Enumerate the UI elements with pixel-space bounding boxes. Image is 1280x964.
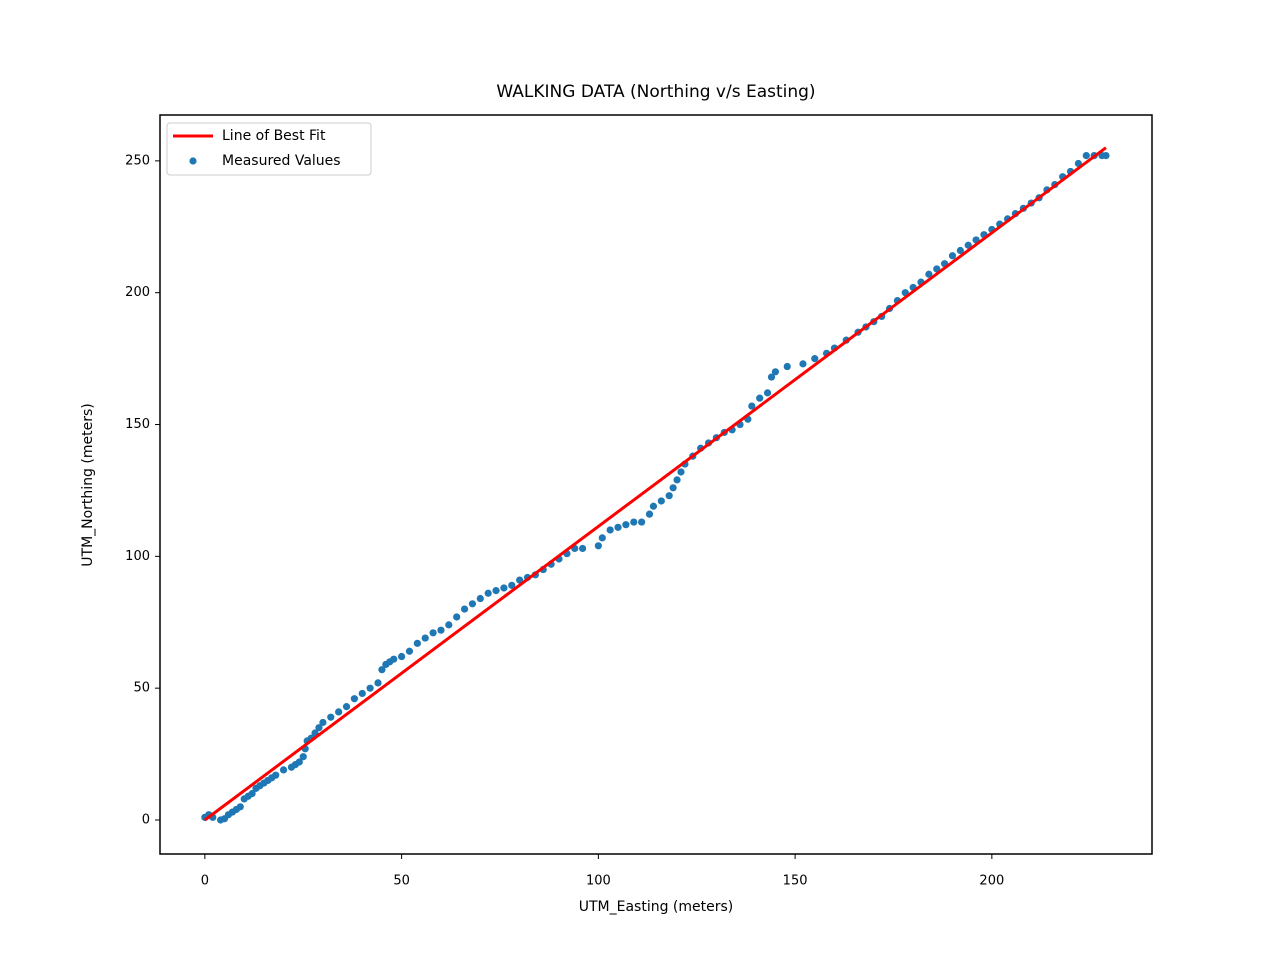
scatter-point <box>279 766 288 774</box>
scatter-point <box>630 518 638 526</box>
scatter-point <box>299 753 307 761</box>
y-tick-label: 100 <box>125 549 150 564</box>
scatter-point <box>767 373 776 381</box>
y-tick-label: 0 <box>142 812 150 827</box>
scatter-point <box>453 613 461 621</box>
scatter-point <box>748 402 756 410</box>
x-axis-label: UTM_Easting (meters) <box>579 899 734 915</box>
scatter-point <box>956 246 964 255</box>
scatter-point <box>350 695 358 703</box>
scatter-point <box>484 589 492 597</box>
scatter-point <box>327 713 335 721</box>
legend-label: Line of Best Fit <box>222 128 326 144</box>
scatter-point <box>236 803 244 811</box>
scatter-point <box>295 758 303 766</box>
y-axis-label: UTM_Northing (meters) <box>80 403 96 566</box>
scatter-point <box>649 502 658 510</box>
plot-frame <box>159 114 1153 855</box>
scatter-point <box>390 655 398 663</box>
y-tick-label: 50 <box>133 681 150 696</box>
scatter-point <box>460 605 469 613</box>
legend-marker <box>189 157 197 165</box>
scatter-point <box>783 362 791 371</box>
best-fit-line <box>203 146 1107 822</box>
scatter-point <box>405 647 414 655</box>
scatter-point <box>516 576 524 584</box>
scatter-point <box>598 534 606 542</box>
scatter-point <box>677 468 685 476</box>
x-tick-label: 100 <box>586 874 611 889</box>
scatter-point <box>964 241 972 249</box>
scatter-point <box>606 526 614 534</box>
scatter-point <box>948 252 957 260</box>
scatter-point <box>614 523 622 531</box>
scatter-point <box>657 497 665 505</box>
scatter-point <box>622 521 630 529</box>
scatter-point <box>374 679 382 687</box>
x-tick-label: 50 <box>393 874 410 889</box>
scatter-point <box>579 544 587 553</box>
y-tick-label: 200 <box>125 285 150 300</box>
x-tick-label: 200 <box>979 874 1004 889</box>
scatter-point <box>811 355 819 363</box>
scatter-point <box>358 689 366 698</box>
scatter-point <box>413 639 421 647</box>
scatter-point <box>508 581 516 589</box>
scatter-point <box>799 360 807 368</box>
scatter-point <box>272 771 280 779</box>
y-tick-label: 250 <box>125 153 150 168</box>
x-tick-label: 0 <box>201 874 209 889</box>
scatter-point <box>437 626 445 634</box>
scatter-point <box>500 584 508 592</box>
scatter-point <box>366 684 374 692</box>
scatter-point <box>342 703 351 711</box>
scatter-point <box>594 542 602 550</box>
scatter-point <box>429 629 437 637</box>
scatter-point <box>763 389 772 397</box>
x-tick-label: 150 <box>783 874 808 889</box>
scatter-point <box>645 510 654 518</box>
scatter-point <box>476 594 484 603</box>
scatter-point <box>1082 152 1090 160</box>
scatter-point <box>378 666 386 674</box>
scatter-point <box>421 634 429 642</box>
scatter-point <box>492 587 500 595</box>
scatter-point <box>1102 152 1110 160</box>
scatter-point <box>669 484 677 492</box>
scatter-point <box>335 708 343 716</box>
scatter-point <box>315 724 323 732</box>
scatter-point <box>468 600 477 608</box>
y-tick-label: 150 <box>125 417 150 432</box>
scatter-point <box>756 394 764 402</box>
scatter-point <box>925 270 933 278</box>
scatter-point <box>638 518 646 526</box>
scatter-point <box>248 790 256 798</box>
legend-label: Measured Values <box>222 153 341 169</box>
scatter-point <box>319 718 327 727</box>
chart-title: WALKING DATA (Northing v/s Easting) <box>496 82 815 102</box>
scatter-point <box>673 476 681 484</box>
scatter-point <box>445 621 453 629</box>
scatter-point <box>771 368 780 376</box>
legend-box <box>166 122 372 176</box>
scatter-point <box>398 652 406 661</box>
scatter-point <box>665 492 673 500</box>
